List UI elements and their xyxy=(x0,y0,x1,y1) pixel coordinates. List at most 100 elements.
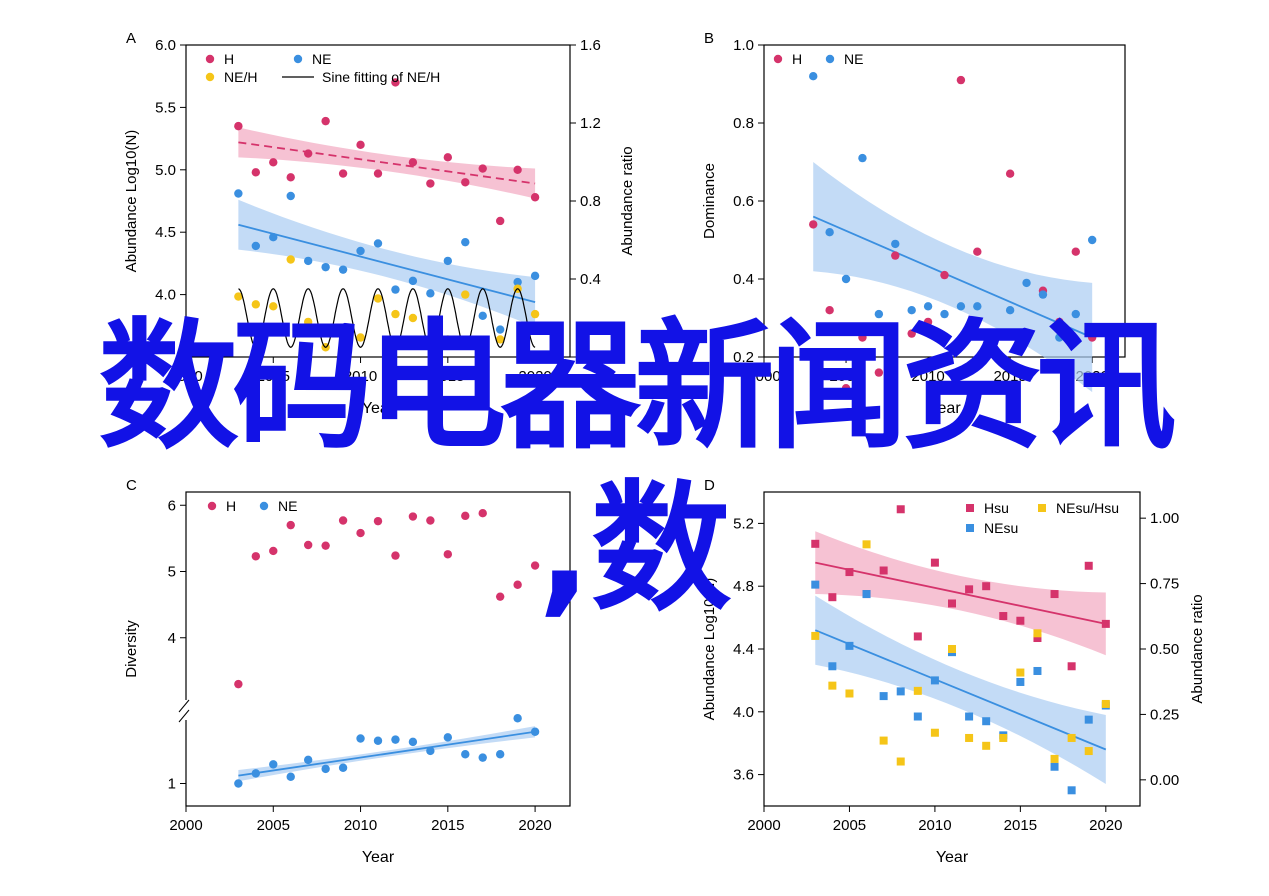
data-point xyxy=(426,337,435,346)
data-point xyxy=(825,228,834,237)
y-right-axis-label: Abundance ratio xyxy=(1189,594,1206,703)
data-point xyxy=(303,540,313,550)
data-point xyxy=(973,302,982,311)
data-point xyxy=(841,274,851,284)
data-point xyxy=(930,558,939,567)
y-tick-label: 5.0 xyxy=(155,162,176,179)
y-tick-label: 4.8 xyxy=(733,578,754,595)
x-tick-label: 2000 xyxy=(747,368,780,385)
x-tick-label: 2020 xyxy=(518,368,551,385)
y-right-tick-label: 0.4 xyxy=(580,271,601,288)
x-tick-label: 2010 xyxy=(911,368,944,385)
data-point xyxy=(391,285,400,294)
data-point xyxy=(426,289,435,298)
y-right-tick-label: 1.6 xyxy=(580,37,601,54)
x-tick-label: 2010 xyxy=(344,817,377,834)
data-point xyxy=(269,232,278,242)
data-point xyxy=(1038,290,1048,299)
panel-label: D xyxy=(704,477,715,494)
legend-swatch xyxy=(1038,504,1046,512)
data-point xyxy=(426,179,435,188)
x-tick-label: 2015 xyxy=(993,368,1026,385)
data-point xyxy=(321,262,330,272)
data-point xyxy=(373,169,383,178)
data-point xyxy=(269,302,278,311)
y-tick-label: 3.6 xyxy=(733,767,754,784)
data-point xyxy=(1055,317,1064,327)
trend-line xyxy=(814,629,1107,751)
legend-swatch xyxy=(966,524,974,532)
data-point xyxy=(495,750,505,759)
data-point xyxy=(1084,747,1093,756)
data-point xyxy=(874,309,884,319)
legend-swatch xyxy=(825,54,835,64)
data-point xyxy=(391,735,400,744)
data-point xyxy=(965,712,974,721)
data-point xyxy=(1005,169,1015,178)
x-tick-label: 2000 xyxy=(747,817,780,834)
x-tick-label: 2000 xyxy=(169,817,202,834)
x-tick-label: 2000 xyxy=(169,368,202,385)
data-point xyxy=(948,599,956,608)
data-point xyxy=(269,158,278,167)
data-point xyxy=(923,317,933,327)
y-right-tick-label: 0.75 xyxy=(1150,576,1179,593)
data-point xyxy=(495,216,505,226)
data-point xyxy=(845,689,854,698)
data-point xyxy=(303,256,313,266)
data-point xyxy=(269,760,278,769)
y-right-tick-label: 1.2 xyxy=(580,115,601,132)
data-point xyxy=(530,561,540,570)
data-point xyxy=(286,173,295,182)
y-right-tick-label: 0.0 xyxy=(580,349,601,366)
legend-swatch xyxy=(205,72,215,82)
data-point xyxy=(478,164,487,173)
data-point xyxy=(408,512,418,521)
data-point xyxy=(495,592,505,601)
data-point xyxy=(234,679,243,689)
y-right-axis-label: Abundance ratio xyxy=(619,146,636,255)
y-right-tick-label: 0.25 xyxy=(1150,706,1179,723)
legend-label: NE xyxy=(844,51,863,67)
sine-fit-line xyxy=(238,288,536,348)
y-right-tick-label: 1.00 xyxy=(1150,510,1179,527)
data-point xyxy=(461,750,470,759)
data-point xyxy=(1084,715,1093,724)
trend-line xyxy=(812,215,1093,339)
data-point xyxy=(234,189,243,198)
legend-label: NEsu/Hsu xyxy=(1056,500,1119,516)
data-point xyxy=(989,337,998,346)
data-point xyxy=(809,220,818,229)
data-point xyxy=(913,712,922,721)
data-point xyxy=(443,256,453,266)
data-point xyxy=(907,329,916,338)
panel-label: B xyxy=(704,30,714,47)
data-point xyxy=(513,580,522,589)
data-point xyxy=(1067,786,1076,795)
y-axis-label: Diversity xyxy=(123,620,140,678)
data-point xyxy=(495,335,505,344)
data-point xyxy=(1016,668,1025,677)
data-point xyxy=(982,717,991,726)
data-point xyxy=(443,335,453,344)
data-point xyxy=(408,158,418,167)
data-point xyxy=(321,116,330,126)
data-point xyxy=(251,769,261,778)
data-point xyxy=(303,755,313,765)
legend-swatch xyxy=(293,54,303,64)
data-point xyxy=(999,612,1008,621)
axis-break-mark xyxy=(178,699,190,713)
data-point xyxy=(513,165,522,174)
data-point xyxy=(286,255,295,264)
data-point xyxy=(356,140,365,150)
data-point xyxy=(251,300,261,309)
data-point xyxy=(251,552,261,561)
legend-swatch xyxy=(966,504,974,512)
data-point xyxy=(513,714,522,723)
data-point xyxy=(999,733,1008,742)
data-point xyxy=(408,276,418,286)
data-point xyxy=(809,72,818,81)
data-point xyxy=(845,641,854,650)
data-point xyxy=(811,539,820,548)
